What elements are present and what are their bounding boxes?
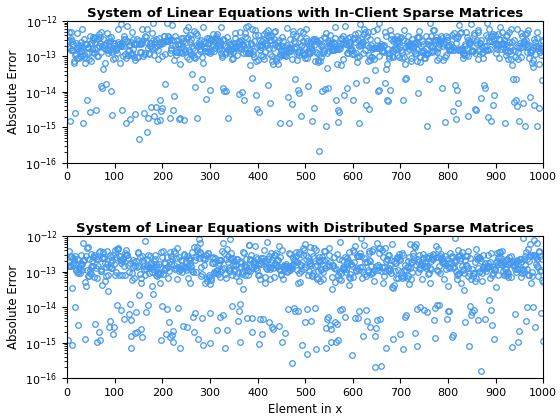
- Y-axis label: Absolute Error: Absolute Error: [7, 50, 20, 134]
- Title: System of Linear Equations with Distributed Sparse Matrices: System of Linear Equations with Distribu…: [76, 222, 534, 235]
- X-axis label: Element in x: Element in x: [268, 403, 342, 416]
- Title: System of Linear Equations with In-Client Sparse Matrices: System of Linear Equations with In-Clien…: [87, 7, 524, 20]
- Y-axis label: Absolute Error: Absolute Error: [7, 265, 20, 349]
